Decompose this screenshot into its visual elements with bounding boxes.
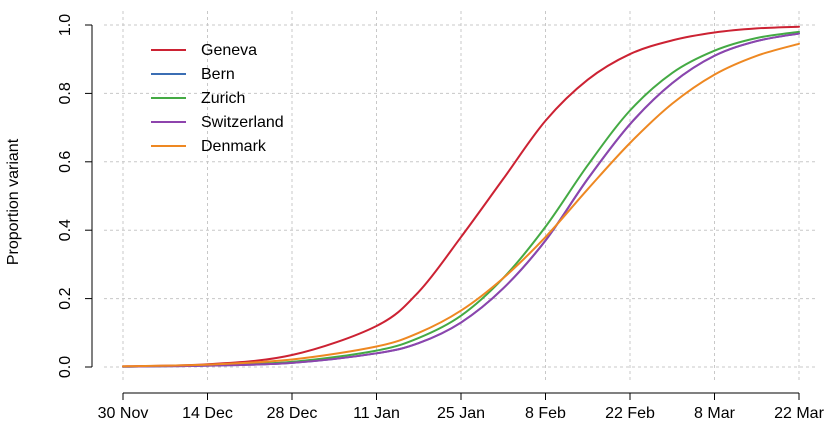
series-line-switzerland: [122, 32, 800, 368]
x-tick-label: 22 Mar: [774, 405, 824, 422]
y-tick-label: 0.0: [57, 356, 74, 378]
axes: 30 Nov 14 Dec 28 Dec 11 Jan 25 Jan 8 Feb 22 Fe…: [57, 14, 825, 422]
x-tick-label: 28 Dec: [267, 405, 318, 422]
x-tick-label: 14 Dec: [182, 405, 233, 422]
series-lines: [122, 25, 800, 368]
legend-label-zurich: Zurich: [201, 90, 245, 107]
x-tick-label: 30 Nov: [98, 405, 149, 422]
legend-label-bern: Bern: [201, 66, 235, 83]
legend: Geneva Bern Zurich Switzerland Denmark: [151, 42, 284, 155]
y-tick-label: 0.4: [57, 219, 74, 241]
y-tick-label: 1.0: [57, 14, 74, 36]
y-tick-label: 0.2: [57, 287, 74, 309]
y-tick-label: 0.6: [57, 151, 74, 173]
x-tick-label: 11 Jan: [353, 405, 400, 422]
series-line-zurich: [122, 30, 800, 368]
x-tick-label: 8 Mar: [694, 405, 736, 422]
x-tick-label: 22 Feb: [605, 405, 655, 422]
y-tick-label: 0.8: [57, 82, 74, 104]
series-line-denmark: [122, 42, 800, 368]
legend-label-geneva: Geneva: [201, 42, 257, 59]
x-tick-label: 8 Feb: [525, 405, 566, 422]
y-axis-title: Proportion variant: [5, 138, 22, 265]
legend-label-switzerland: Switzerland: [201, 114, 284, 131]
series-line-geneva: [122, 25, 800, 368]
x-tick-label: 25 Jan: [437, 405, 485, 422]
legend-label-denmark: Denmark: [201, 138, 267, 155]
grid: [104, 11, 818, 381]
